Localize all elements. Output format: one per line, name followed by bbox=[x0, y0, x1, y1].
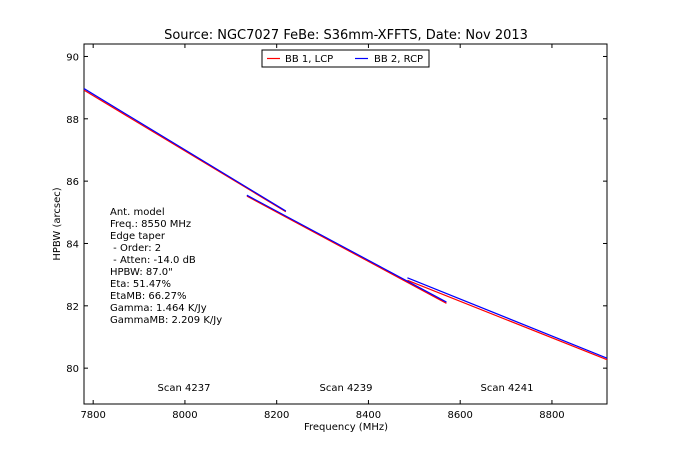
scan-label: Scan 4237 bbox=[158, 383, 211, 394]
series-line-lcp bbox=[246, 195, 447, 304]
x-tick-label: 7800 bbox=[80, 410, 105, 421]
model-line: - Order: 2 bbox=[110, 243, 161, 254]
y-axis-label: HPBW (arcsec) bbox=[52, 187, 63, 260]
series-line-lcp bbox=[407, 279, 608, 361]
series-line-rcp bbox=[83, 88, 287, 212]
model-line: Edge taper bbox=[110, 231, 166, 242]
series-line-rcp bbox=[246, 194, 447, 303]
model-line: HPBW: 87.0" bbox=[110, 267, 173, 278]
series-line-rcp bbox=[407, 277, 608, 359]
x-tick-label: 8000 bbox=[172, 410, 197, 421]
y-axis: 80 82 84 86 88 90 bbox=[66, 52, 607, 375]
legend-label-lcp: BB 1, LCP bbox=[285, 54, 333, 65]
legend-label-rcp: BB 2, RCP bbox=[374, 54, 423, 65]
model-line: EtaMB: 66.27% bbox=[110, 291, 187, 302]
x-axis-label: Frequency (MHz) bbox=[304, 422, 388, 433]
y-tick-label: 90 bbox=[66, 52, 79, 63]
model-annotation: Ant. model Freq.: 8550 MHz Edge taper - … bbox=[110, 207, 222, 326]
model-line: Freq.: 8550 MHz bbox=[110, 219, 191, 230]
x-tick-label: 8600 bbox=[447, 410, 472, 421]
y-tick-label: 88 bbox=[66, 115, 79, 126]
series-lines bbox=[83, 88, 608, 361]
legend-box bbox=[261, 49, 430, 68]
plot-frame bbox=[83, 43, 608, 405]
legend: BB 1, LCP BB 2, RCP bbox=[261, 49, 430, 68]
x-tick-label: 8800 bbox=[539, 410, 564, 421]
model-line: - Atten: -14.0 dB bbox=[110, 255, 196, 266]
scan-label: Scan 4241 bbox=[481, 383, 534, 394]
y-tick-label: 82 bbox=[66, 302, 79, 313]
scan-labels: Scan 4237 Scan 4239 Scan 4241 bbox=[158, 383, 534, 394]
chart-title: Source: NGC7027 FeBe: S36mm-XFFTS, Date:… bbox=[164, 28, 528, 43]
y-tick-label: 86 bbox=[66, 177, 79, 188]
model-line: Ant. model bbox=[110, 207, 165, 218]
x-tick-label: 8200 bbox=[264, 410, 289, 421]
model-line: Gamma: 1.464 K/Jy bbox=[110, 303, 207, 314]
x-axis: 7800 8000 8200 8400 8600 8800 bbox=[80, 44, 565, 421]
x-tick-label: 8400 bbox=[356, 410, 381, 421]
y-tick-label: 80 bbox=[66, 364, 79, 375]
model-line: Eta: 51.47% bbox=[110, 279, 171, 290]
scan-label: Scan 4239 bbox=[320, 383, 373, 394]
y-tick-label: 84 bbox=[66, 239, 79, 250]
series-line-lcp bbox=[83, 89, 287, 213]
model-line: GammaMB: 2.209 K/Jy bbox=[110, 315, 222, 326]
